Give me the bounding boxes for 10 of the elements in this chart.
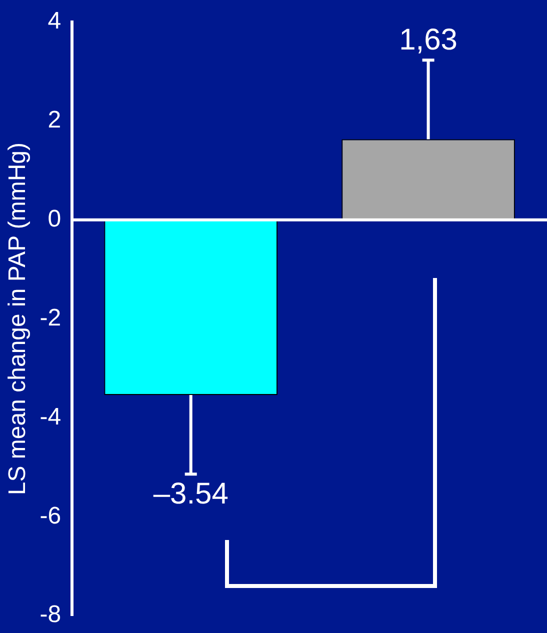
y-tick-label: -6 <box>40 502 62 530</box>
data-label: 1,63 <box>399 23 458 56</box>
y-tick-label: -8 <box>40 601 62 628</box>
y-axis-title: LS mean change in PAP (mmHg) <box>4 142 32 496</box>
y-tick-label: 4 <box>48 8 62 35</box>
y-tick-label: 0 <box>48 205 62 232</box>
y-tick-label: -2 <box>40 304 62 332</box>
data-label: –3.54 <box>153 477 228 510</box>
y-tick-label: -4 <box>40 403 62 430</box>
y-tick-label: 2 <box>48 106 62 134</box>
